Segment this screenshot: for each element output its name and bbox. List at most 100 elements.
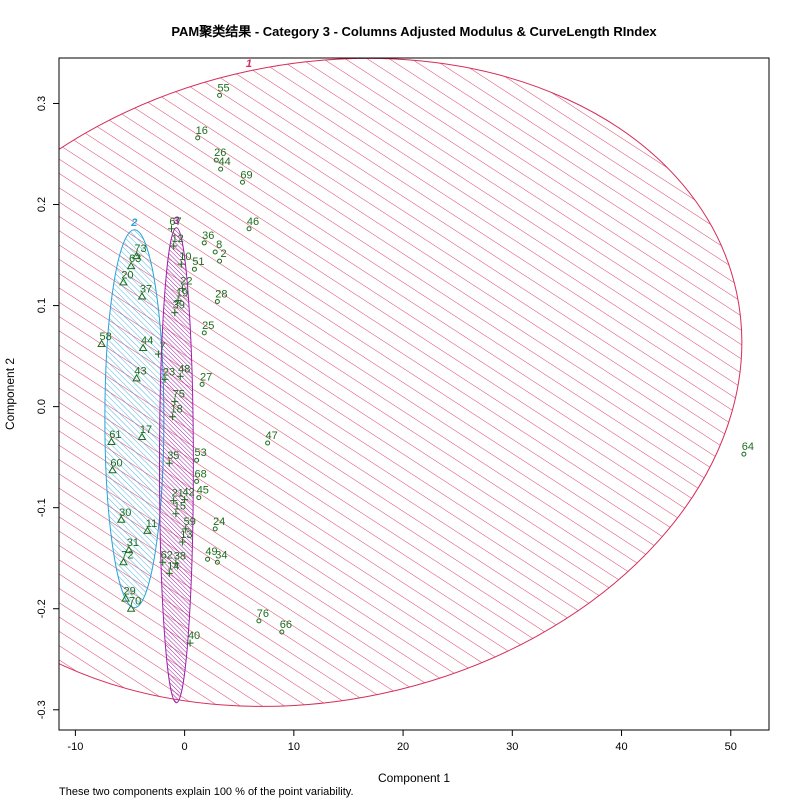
point-label: 62	[161, 549, 173, 561]
point-35: 35	[165, 450, 179, 467]
point-label: 20	[121, 269, 133, 281]
point-label: 35	[167, 450, 179, 462]
point-63: 63	[126, 253, 141, 270]
point-40: 40	[186, 630, 200, 647]
cluster-3-ellipse	[158, 227, 194, 704]
y-axis-label: Component 2	[3, 358, 17, 430]
point-label: 59	[184, 516, 196, 528]
point-53: 53	[194, 447, 207, 463]
point-label: 66	[280, 619, 292, 631]
point-label: 27	[200, 371, 212, 383]
point-10: 10	[177, 251, 191, 268]
point-55: 55	[217, 82, 230, 98]
point-43: 43	[132, 365, 147, 382]
point-label: 53	[195, 447, 207, 459]
point-label: 48	[178, 363, 190, 375]
point-36: 36	[201, 230, 214, 246]
point-label: 73	[134, 243, 146, 255]
point-12: 12	[170, 233, 184, 250]
point-label: 17	[140, 424, 152, 436]
point-label: 43	[134, 365, 146, 377]
point-58: 58	[97, 331, 112, 347]
point-label: 25	[202, 320, 214, 332]
point-24: 24	[212, 516, 225, 532]
point-label: 28	[215, 289, 227, 301]
point-31: 31	[124, 537, 139, 554]
point-label: 23	[163, 366, 175, 378]
y-tick-label: -0.3	[36, 700, 48, 719]
point-28: 28	[214, 289, 228, 305]
point-label: 47	[266, 430, 278, 442]
point-label: 31	[127, 537, 139, 549]
point-label: 8	[216, 239, 222, 251]
y-tick-label: 0.3	[36, 96, 48, 111]
point-2: 2	[217, 248, 227, 264]
x-tick-label: 20	[397, 741, 409, 753]
x-tick-label: 10	[288, 741, 300, 753]
point-23: 23	[161, 366, 175, 383]
point-label: 36	[202, 230, 214, 242]
point-label: 15	[174, 501, 186, 513]
point-60: 60	[108, 457, 123, 474]
point-label: 55	[217, 82, 229, 94]
point-label: 70	[129, 596, 141, 608]
point-label: 63	[129, 253, 141, 265]
footnote: These two components explain 100 % of th…	[59, 786, 354, 798]
data-points: 12 35516264469463682512825274764536845244…	[97, 58, 754, 647]
point-label: 45	[197, 485, 209, 497]
point-label: 39	[173, 300, 185, 312]
point-59: 59	[182, 516, 196, 533]
point-label: 14	[167, 560, 179, 572]
point-label: 64	[742, 441, 754, 453]
point-26: 26	[213, 147, 226, 163]
point-label: 26	[214, 147, 226, 159]
point-69: 69	[240, 169, 253, 185]
point-73: 73	[132, 243, 147, 260]
x-tick-label: 0	[182, 741, 188, 753]
point-75: 75	[171, 389, 185, 406]
point-27: 27	[199, 371, 212, 387]
point-label: 34	[215, 549, 227, 561]
cluster-ellipses	[59, 58, 743, 707]
point-44: 44	[218, 156, 231, 172]
point-label: 13	[180, 529, 192, 541]
point-label: 75	[173, 389, 185, 401]
point-34: 34	[214, 549, 228, 565]
point-label: 76	[257, 608, 269, 620]
point-25: 25	[201, 320, 214, 336]
point-label: 22	[180, 275, 192, 287]
point-label: 40	[188, 630, 200, 642]
point-21: 21	[170, 488, 184, 505]
point-label: 69	[240, 169, 252, 181]
point-37: 37	[137, 283, 152, 300]
x-tick-label: 30	[506, 741, 518, 753]
point-48: 48	[176, 363, 190, 380]
point-17: 17	[137, 424, 152, 440]
y-tick-label: 0.1	[36, 298, 48, 313]
point-44: 44	[138, 335, 153, 352]
point-64: 64	[741, 441, 754, 457]
point-label: 16	[196, 125, 208, 137]
point-8: 8	[212, 239, 222, 255]
point-label: 29	[124, 586, 136, 598]
point-51: 51	[191, 256, 205, 272]
cluster-1-ellipse	[59, 58, 743, 707]
point-30: 30	[116, 507, 131, 523]
x-axis: -10 0 10 20 30 40 50	[67, 729, 737, 753]
point-label: 61	[109, 429, 121, 441]
cluster-2-ellipse	[104, 229, 165, 609]
point-label: 11	[146, 518, 157, 530]
point-49: 49	[205, 546, 218, 562]
cluster-1-label: 1	[246, 58, 252, 70]
point-13: 13	[178, 529, 193, 546]
point-46: 46	[246, 216, 259, 232]
point-14: 14	[165, 560, 179, 577]
chart-title: PAM聚类结果 - Category 3 - Columns Adjusted …	[171, 24, 657, 39]
point-label: 58	[99, 331, 111, 343]
point-label: 46	[247, 216, 259, 228]
point-label: 49	[205, 546, 217, 558]
point-45: 45	[196, 485, 209, 501]
point-68: 68	[194, 468, 207, 484]
point-38: 38	[172, 550, 186, 567]
